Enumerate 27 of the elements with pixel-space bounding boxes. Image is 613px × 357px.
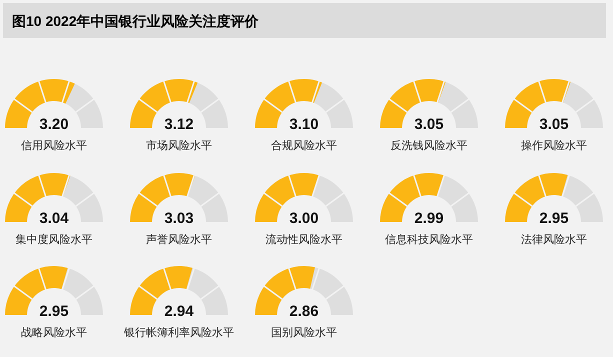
category-label: 集中度风险水平 bbox=[16, 233, 92, 246]
data-label: 2.99 bbox=[414, 210, 444, 227]
category-label: 银行帐簿利率风险水平 bbox=[123, 326, 234, 339]
data-label: 3.04 bbox=[39, 210, 70, 227]
data-label: 3.12 bbox=[164, 116, 194, 133]
data-label: 2.86 bbox=[289, 303, 319, 320]
data-label: 3.05 bbox=[539, 116, 569, 133]
category-label: 反洗钱风险水平 bbox=[390, 139, 468, 152]
data-label: 2.94 bbox=[164, 303, 194, 320]
data-label: 3.00 bbox=[289, 210, 319, 227]
text: 图10 2022年中国银行业风险关注度评价 bbox=[12, 13, 260, 29]
category-label: 信用风险水平 bbox=[21, 139, 87, 152]
data-label: 3.05 bbox=[414, 116, 444, 133]
category-label: 战略风险水平 bbox=[21, 326, 87, 339]
category-label: 声誉风险水平 bbox=[146, 233, 212, 246]
category-label: 流动性风险水平 bbox=[266, 233, 342, 246]
category-label: 合规风险水平 bbox=[271, 139, 337, 152]
category-label: 法律风险水平 bbox=[521, 233, 587, 246]
category-label: 市场风险水平 bbox=[146, 139, 212, 152]
data-label: 3.20 bbox=[39, 116, 69, 133]
data-label: 2.95 bbox=[39, 303, 69, 320]
data-label: 3.03 bbox=[164, 210, 194, 227]
data-label: 3.10 bbox=[289, 116, 319, 133]
data-label: 2.95 bbox=[539, 210, 569, 227]
category-label: 操作风险水平 bbox=[521, 139, 587, 152]
category-label: 国别风险水平 bbox=[271, 326, 337, 339]
category-label: 信息科技风险水平 bbox=[385, 233, 473, 246]
